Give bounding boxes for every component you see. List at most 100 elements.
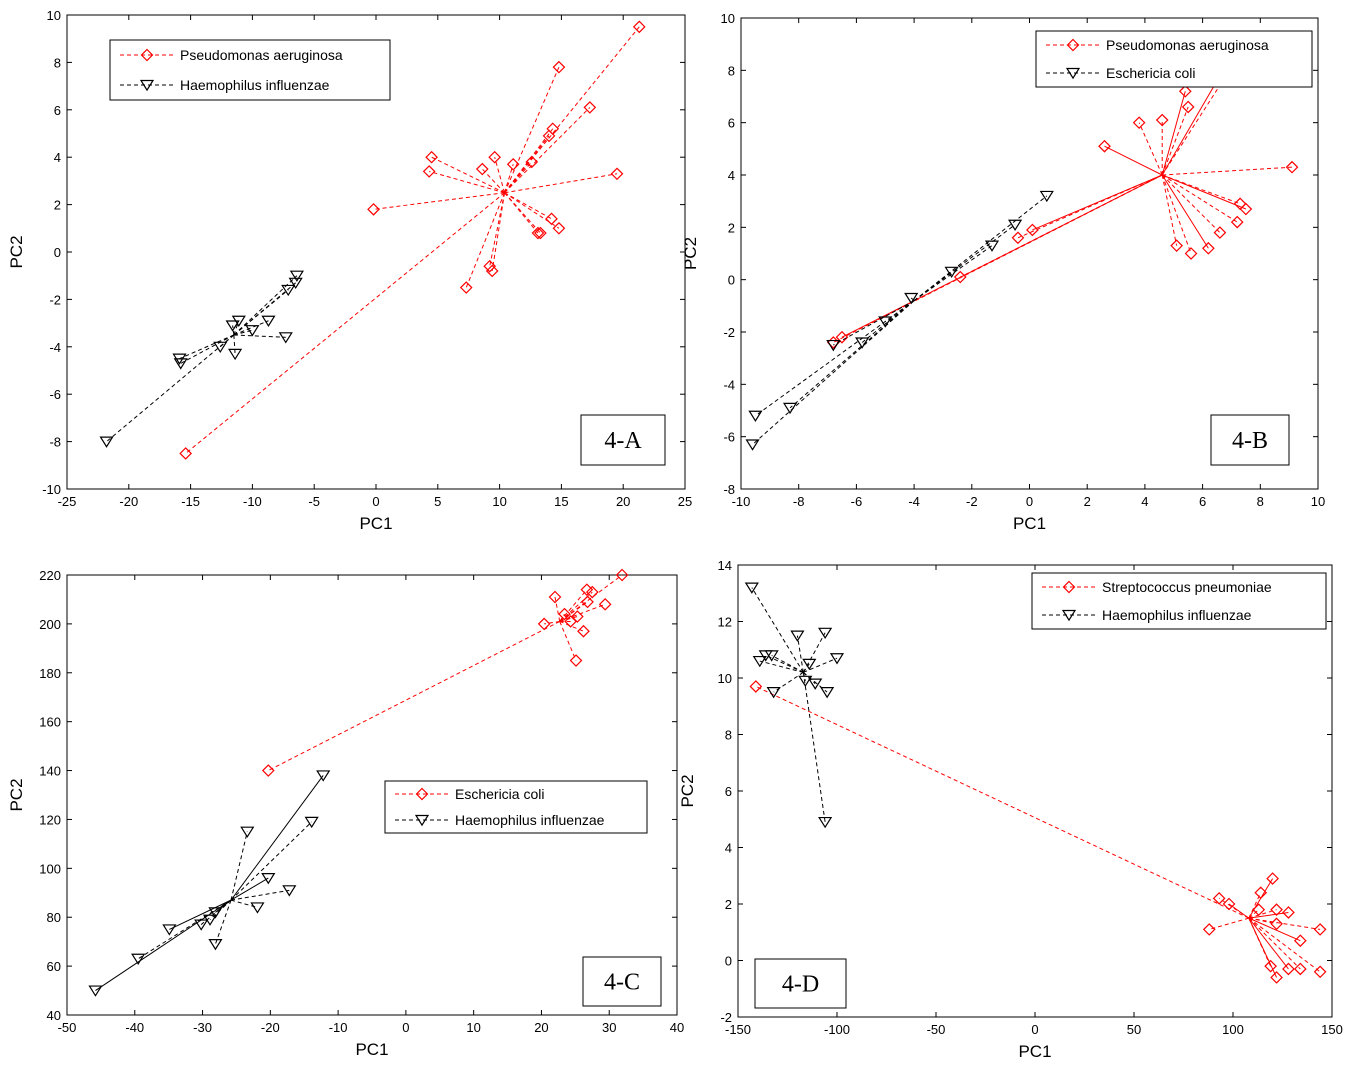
spoke-line <box>1138 122 1163 176</box>
plot-frame <box>737 564 1333 1018</box>
data-point <box>459 281 473 294</box>
legend: Pseudomonas aeruginosa Eschericia coli <box>1035 30 1313 88</box>
panel-tag-label: 4-B <box>1232 428 1268 454</box>
data-point <box>316 770 331 782</box>
series-pseudomonas-aeruginosa <box>179 20 646 460</box>
data-point <box>1266 872 1279 885</box>
data-point <box>558 607 571 621</box>
data-point <box>278 332 293 344</box>
x-tick-label: 10 <box>492 494 506 509</box>
spoke-line <box>559 601 588 622</box>
data-point <box>745 439 760 451</box>
panel-tag-label: 4-A <box>604 428 642 454</box>
data-point <box>564 615 577 628</box>
data-point <box>610 167 624 181</box>
data-point <box>304 816 319 829</box>
x-tick-label: -8 <box>793 494 805 509</box>
data-point <box>534 226 547 240</box>
spoke-line <box>233 289 289 336</box>
spoke-line <box>1162 166 1293 176</box>
x-tick-label: -5 <box>308 494 320 509</box>
data-point <box>1313 965 1327 979</box>
y-tick-label: -2 <box>49 292 61 307</box>
y-tick-label: 6 <box>728 116 735 131</box>
data-point <box>820 687 835 699</box>
spoke-line <box>833 174 1163 343</box>
data-point <box>99 436 114 448</box>
data-point <box>1098 139 1111 153</box>
data-point <box>581 595 594 609</box>
y-tick-label: 10 <box>47 8 61 23</box>
x-axis-label: PC1 <box>1013 514 1046 533</box>
y-tick-label: 8 <box>728 63 735 78</box>
x-tick-label: 5 <box>434 494 441 509</box>
spoke-line <box>1248 917 1321 973</box>
spoke-line <box>1218 897 1250 919</box>
data-point <box>953 270 967 284</box>
y-axis-label: PC2 <box>681 237 700 270</box>
data-point <box>764 650 779 662</box>
y-tick-label: -2 <box>720 1010 732 1025</box>
spoke-line <box>233 334 236 354</box>
data-point <box>525 155 539 169</box>
data-point <box>367 202 380 216</box>
data-point <box>615 568 629 582</box>
data-point <box>422 165 436 178</box>
spoke-line <box>1162 174 1247 210</box>
data-point <box>569 654 583 667</box>
x-tick-label: 10 <box>1311 494 1325 509</box>
y-tick-label: 10 <box>718 671 732 686</box>
data-point <box>179 447 193 460</box>
data-point <box>213 341 228 354</box>
y-tick-label: 40 <box>47 1008 61 1023</box>
x-tick-label: -100 <box>824 1022 850 1037</box>
legend-label: Eschericia coli <box>455 786 544 802</box>
x-tick-label: 8 <box>1257 494 1264 509</box>
legend-box <box>384 780 648 834</box>
spoke-line <box>465 192 506 288</box>
y-tick-label: 12 <box>718 615 732 630</box>
y-tick-label: 8 <box>54 55 61 70</box>
y-tick-label: 120 <box>39 812 61 827</box>
x-tick-label: 30 <box>602 1020 616 1035</box>
spoke-line <box>429 170 505 194</box>
spoke-line <box>179 334 235 360</box>
data-point <box>1039 190 1054 203</box>
data-point <box>1239 202 1253 216</box>
spoke-line <box>913 245 993 302</box>
data-point <box>782 402 798 415</box>
spoke-line <box>489 192 506 267</box>
data-point <box>577 624 590 638</box>
data-point <box>131 953 146 966</box>
data-point <box>766 687 781 699</box>
spoke-line <box>1161 80 1218 176</box>
legend-marker <box>139 79 155 92</box>
data-point <box>790 630 805 642</box>
y-tick-label: 10 <box>721 11 735 26</box>
data-point <box>537 617 551 631</box>
panel-tag-box <box>754 958 847 1009</box>
y-tick-label: 14 <box>718 558 732 573</box>
data-point <box>1178 84 1192 98</box>
data-point <box>261 315 276 327</box>
data-point <box>548 590 562 604</box>
y-axis-label: PC2 <box>678 774 697 807</box>
x-tick-label: 100 <box>1222 1022 1244 1037</box>
spoke-line <box>559 621 577 661</box>
data-point <box>245 325 260 337</box>
data-point <box>1285 160 1299 174</box>
data-point <box>1264 959 1277 973</box>
spoke-line <box>230 889 290 901</box>
data-point <box>425 150 438 164</box>
data-point <box>749 680 763 693</box>
spoke-line <box>759 660 804 673</box>
data-point <box>984 240 1000 252</box>
series-eschericia-coli <box>745 190 1054 451</box>
data-point <box>818 816 833 829</box>
spoke-line <box>504 107 591 194</box>
y-tick-label: 220 <box>39 568 61 583</box>
spoke-line <box>1161 80 1224 176</box>
y-tick-label: -2 <box>723 325 735 340</box>
data-point <box>1222 897 1236 911</box>
